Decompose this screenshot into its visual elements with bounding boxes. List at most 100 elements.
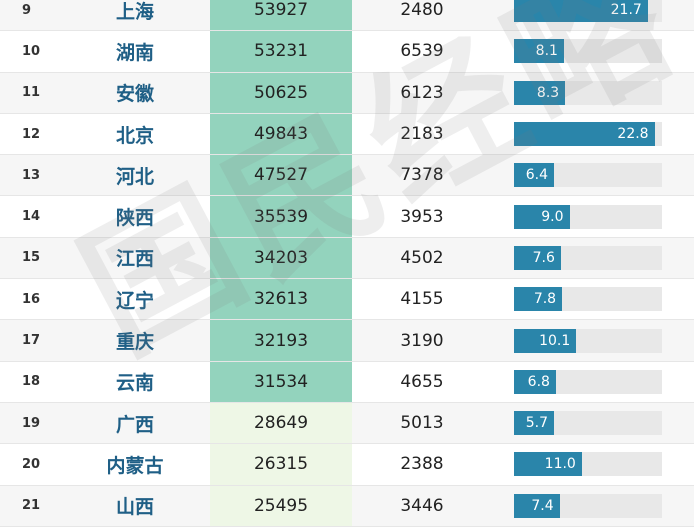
- rank-cell: 16: [22, 291, 41, 307]
- rate-bar-cell: 22.8: [514, 114, 662, 154]
- population-cell: 5013: [400, 413, 444, 434]
- gdp-cell: 50625: [210, 72, 352, 113]
- rate-bar-cell: 6.8: [514, 362, 662, 402]
- rate-bar: 6.4: [514, 163, 554, 188]
- rate-bar: 22.8: [514, 122, 655, 147]
- population-cell: 2388: [400, 454, 444, 475]
- rate-bar: 7.6: [514, 245, 561, 270]
- population-cell: 4502: [400, 247, 444, 268]
- rate-bar-track: 9.0: [514, 204, 662, 229]
- gdp-cell: 53927: [210, 0, 352, 31]
- rate-bar: 7.8: [514, 287, 563, 312]
- rate-bar-track: 7.8: [514, 287, 662, 312]
- table-row: 9 上海 53927 2480 21.7: [0, 0, 694, 32]
- rate-bar-cell: 11.0: [514, 444, 662, 484]
- rate-bar-track: 7.4: [514, 493, 662, 518]
- rate-bar-track: 21.7: [514, 0, 662, 23]
- gdp-cell: 28649: [210, 402, 352, 444]
- rate-bar-cell: 10.1: [514, 320, 662, 360]
- province-cell: 江西: [115, 248, 154, 271]
- population-cell: 3190: [400, 330, 444, 351]
- province-cell: 湖南: [115, 41, 154, 64]
- rate-bar: 9.0: [514, 204, 570, 229]
- gdp-cell: 32193: [210, 320, 352, 361]
- rank-cell: 11: [22, 85, 41, 101]
- rate-bar-track: 22.8: [514, 122, 662, 147]
- table-row: 13 河北 47527 7378 6.4: [0, 155, 694, 197]
- population-cell: 4155: [400, 289, 444, 310]
- rate-bar: 7.4: [514, 493, 560, 518]
- rate-bar-cell: 8.3: [514, 73, 662, 113]
- table-row: 12 北京 49843 2183 22.8: [0, 113, 694, 156]
- table-row: 17 重庆 32193 3190 10.1: [0, 320, 694, 362]
- table-row: 20 内蒙古 26315 2388 11.0: [0, 444, 694, 486]
- rate-bar-cell: 8.1: [514, 31, 662, 71]
- rank-cell: 20: [22, 456, 41, 472]
- rate-bar-track: 5.7: [514, 411, 662, 436]
- rank-cell: 19: [22, 415, 41, 431]
- rate-bar-track: 8.1: [514, 39, 662, 64]
- rate-bar: 11.0: [514, 452, 582, 477]
- table-row: 10 湖南 53231 6539 8.1: [0, 31, 694, 73]
- table-row: 11 安徽 50625 6123 8.3: [0, 72, 694, 114]
- rank-cell: 17: [22, 333, 41, 349]
- rate-bar-cell: 6.4: [514, 155, 662, 195]
- rank-cell: 12: [22, 126, 41, 142]
- rank-cell: 13: [22, 167, 41, 183]
- province-cell: 重庆: [115, 331, 154, 354]
- province-cell: 北京: [115, 124, 154, 147]
- rate-bar-track: 7.6: [514, 245, 662, 270]
- rate-bar: 5.7: [514, 411, 554, 436]
- table-row: 21 山西 25495 3446 7.4: [0, 485, 694, 527]
- rate-bar-track: 10.1: [514, 328, 662, 353]
- population-cell: 7378: [400, 165, 444, 186]
- province-cell: 河北: [115, 165, 154, 188]
- gdp-cell: 31534: [210, 361, 352, 402]
- rate-bar: 8.3: [514, 80, 566, 105]
- population-cell: 2183: [400, 124, 444, 145]
- rank-cell: 10: [22, 43, 41, 59]
- population-cell: 6123: [400, 82, 444, 103]
- gdp-cell: 35539: [210, 196, 352, 237]
- rate-bar-cell: 5.7: [514, 403, 662, 443]
- rank-cell: 9: [22, 2, 32, 18]
- gdp-cell: 26315: [210, 444, 352, 485]
- table-row: 18 云南 31534 4655 6.8: [0, 361, 694, 403]
- rate-bar-track: 6.8: [514, 369, 662, 394]
- rate-bar-cell: 21.7: [514, 0, 662, 30]
- population-cell: 3953: [400, 206, 444, 227]
- gdp-cell: 47527: [210, 155, 352, 196]
- gdp-cell: 25495: [210, 485, 352, 526]
- rank-cell: 21: [22, 498, 41, 514]
- rate-bar: 21.7: [514, 0, 648, 23]
- province-cell: 山西: [115, 496, 154, 519]
- rate-bar-cell: 7.6: [514, 238, 662, 278]
- rate-bar-track: 11.0: [514, 452, 662, 477]
- table-row: 14 陕西 35539 3953 9.0: [0, 196, 694, 238]
- province-cell: 辽宁: [115, 289, 154, 312]
- gdp-cell: 53231: [210, 31, 352, 72]
- table-row: 15 江西 34203 4502 7.6: [0, 237, 694, 280]
- rate-bar-cell: 7.4: [514, 486, 662, 526]
- rate-bar: 8.1: [514, 39, 564, 64]
- rate-bar-cell: 7.8: [514, 279, 662, 319]
- province-cell: 广西: [115, 413, 154, 436]
- rate-bar-track: 8.3: [514, 80, 662, 105]
- population-cell: 2480: [400, 0, 444, 21]
- population-cell: 6539: [400, 41, 444, 62]
- rate-bar-track: 6.4: [514, 163, 662, 188]
- gdp-cell: 32613: [210, 279, 352, 320]
- table-row: 16 辽宁 32613 4155 7.8: [0, 279, 694, 321]
- population-cell: 4655: [400, 371, 444, 392]
- province-cell: 陕西: [115, 207, 154, 230]
- table-row: 19 广西 28649 5013 5.7: [0, 402, 694, 445]
- rate-bar-cell: 9.0: [514, 196, 662, 236]
- rank-cell: 14: [22, 209, 41, 225]
- gdp-cell: 49843: [210, 113, 352, 155]
- rank-cell: 18: [22, 374, 41, 390]
- population-cell: 3446: [400, 495, 444, 516]
- province-cell: 内蒙古: [106, 454, 164, 477]
- rate-bar: 10.1: [514, 328, 577, 353]
- province-cell: 云南: [115, 372, 154, 395]
